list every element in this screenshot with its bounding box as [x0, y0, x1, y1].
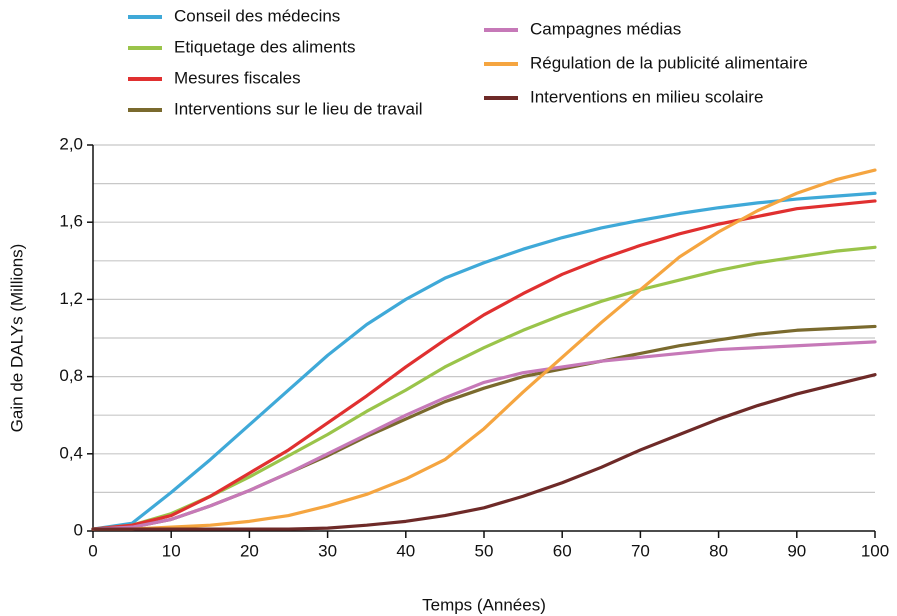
x-tick-label: 50	[475, 541, 494, 560]
y-tick-label: 0,4	[59, 443, 83, 462]
legend-label: Etiquetage des aliments	[174, 37, 355, 56]
x-tick-label: 40	[396, 541, 415, 560]
legend-label: Mesures fiscales	[174, 68, 301, 87]
legend-label: Campagnes médias	[530, 19, 681, 38]
legend-label: Régulation de la publicité alimentaire	[530, 53, 808, 72]
x-tick-label: 20	[240, 541, 259, 560]
series-line	[91, 191, 877, 531]
x-tick-label: 80	[709, 541, 728, 560]
x-tick-label: 0	[88, 541, 97, 560]
series-line	[91, 340, 877, 531]
y-tick-label: 1,6	[59, 212, 83, 231]
x-tick-label: 90	[787, 541, 806, 560]
series-line	[91, 168, 877, 531]
y-tick-label: 2,0	[59, 134, 83, 153]
x-tick-label: 30	[318, 541, 337, 560]
x-tick-label: 60	[553, 541, 572, 560]
y-axis-label: Gain de DALYs (Millions)	[7, 244, 26, 433]
x-tick-label: 100	[861, 541, 889, 560]
y-tick-label: 0	[74, 520, 83, 539]
y-tick-label: 1,2	[59, 289, 83, 308]
legend-label: Interventions en milieu scolaire	[530, 87, 763, 106]
x-tick-label: 70	[631, 541, 650, 560]
series-line	[91, 373, 877, 531]
legend-label: Interventions sur le lieu de travail	[174, 99, 423, 118]
series-line	[91, 199, 877, 531]
x-axis-label: Temps (Années)	[422, 595, 546, 614]
x-tick-label: 10	[162, 541, 181, 560]
y-tick-label: 0,8	[59, 366, 83, 385]
legend-label: Conseil des médecins	[174, 6, 340, 25]
